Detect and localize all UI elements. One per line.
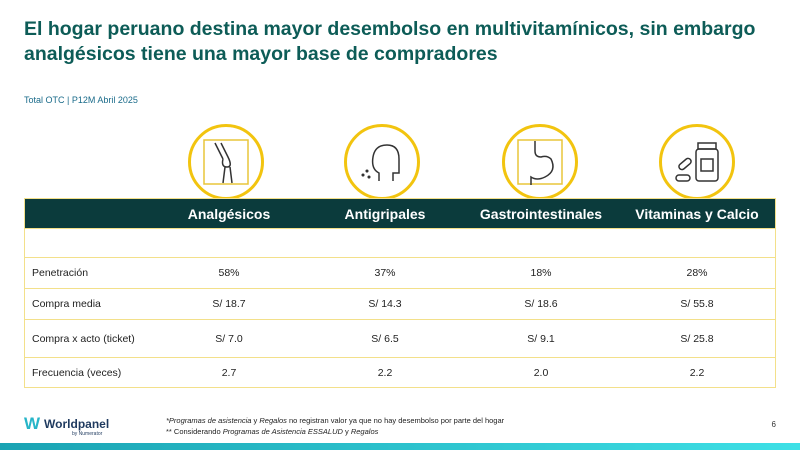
cell: 58% bbox=[218, 267, 240, 279]
table-row: Compra x acto (ticket) S/ 7.0 S/ 6.5 S/ … bbox=[25, 319, 775, 357]
cell: 28% bbox=[686, 267, 708, 279]
metrics-table: Analgésicos Antigripales Gastrointestina… bbox=[24, 198, 776, 388]
head-sneeze-icon bbox=[344, 124, 420, 200]
cell: S/ 55.8 bbox=[680, 298, 714, 310]
logo-mark-icon: W bbox=[24, 414, 41, 433]
row-label: Compra x acto (ticket) bbox=[32, 332, 135, 345]
col-header: Gastrointestinales bbox=[479, 205, 603, 222]
col-header: Analgésicos bbox=[187, 205, 271, 222]
cell: 2.2 bbox=[689, 366, 705, 379]
subtitle: Total OTC | P12M Abril 2025 bbox=[24, 95, 138, 105]
footer-bar bbox=[0, 443, 800, 450]
joint-icon bbox=[188, 124, 264, 200]
page-number: 6 bbox=[771, 420, 776, 429]
table-row: Compra media S/ 18.7 S/ 14.3 S/ 18.6 S/ … bbox=[25, 288, 775, 319]
cell: 18% bbox=[530, 267, 552, 279]
col-header: Antigripales bbox=[344, 205, 426, 222]
cell: 2.7 bbox=[221, 366, 237, 379]
pills-bottle-icon bbox=[659, 124, 735, 200]
table-row: Frecuencia (veces) 2.7 2.2 2.0 2.2 bbox=[25, 357, 775, 387]
cell: S/ 7.0 bbox=[215, 332, 243, 345]
cell: S/ 6.5 bbox=[371, 332, 399, 345]
worldpanel-logo: W Worldpanel by Numerator bbox=[24, 414, 110, 437]
cell: S/ 25.8 bbox=[680, 332, 714, 345]
cell: S/ 14.3 bbox=[368, 298, 402, 310]
cell: 2.2 bbox=[377, 366, 393, 379]
cell: S/ 9.1 bbox=[527, 332, 555, 345]
footnotes: *Programas de asistencia y Regalos no re… bbox=[166, 416, 505, 436]
row-label: Penetración bbox=[32, 267, 89, 279]
stomach-icon bbox=[502, 124, 578, 200]
col-header: Vitaminas y Calcio bbox=[635, 205, 759, 222]
table-header: Analgésicos Antigripales Gastrointestina… bbox=[25, 199, 775, 228]
empty-row bbox=[25, 228, 775, 257]
cell: 2.0 bbox=[533, 366, 549, 379]
cell: S/ 18.7 bbox=[212, 298, 246, 310]
table-row: Penetración 58% 37% 18% 28% bbox=[25, 257, 775, 288]
row-label: Frecuencia (veces) bbox=[32, 366, 122, 379]
page-title: El hogar peruano destina mayor desembols… bbox=[24, 18, 756, 65]
cell: S/ 18.6 bbox=[524, 298, 558, 310]
cell: 37% bbox=[374, 267, 396, 279]
row-label: Compra media bbox=[32, 298, 101, 310]
